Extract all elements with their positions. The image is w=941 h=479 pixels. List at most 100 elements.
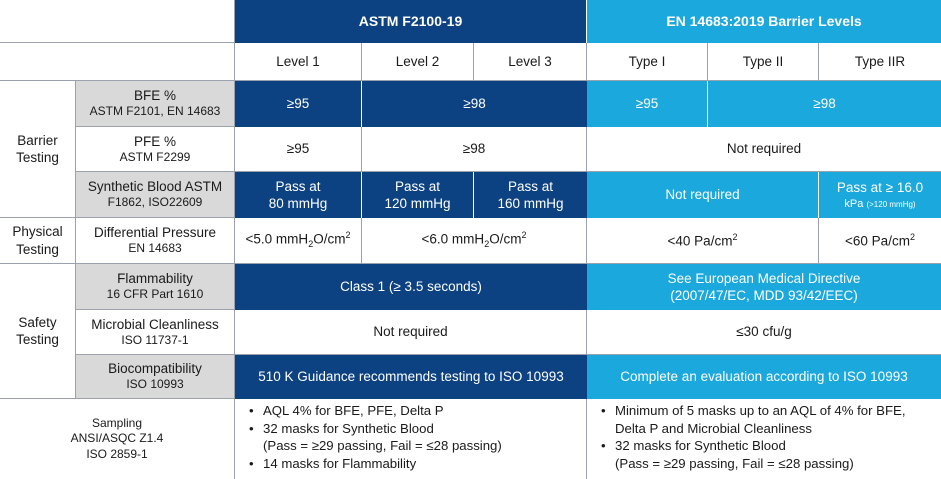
en-header: EN 14683:2019 Barrier Levels <box>587 0 941 43</box>
test-label-differential-pressure: Differential Pressure EN 14683 <box>76 218 235 264</box>
astm-header: ASTM F2100-19 <box>235 0 587 43</box>
sampling-label: Sampling ANSI/ASQC Z1.4 ISO 2859-1 <box>0 399 235 479</box>
value-text: <6.0 mmH <box>421 231 485 247</box>
test-standard: ASTM F2299 <box>119 149 191 164</box>
value-text: <60 Pa/cm <box>845 233 910 249</box>
pfe-level-2-3: ≥98 <box>362 127 587 172</box>
flammability-astm: Class 1 (≥ 3.5 seconds) <box>235 264 587 310</box>
bfe-level-1: ≥95 <box>235 81 362 127</box>
test-name: Synthetic Blood ASTM <box>87 179 223 195</box>
test-standard: F1862, ISO22609 <box>107 195 203 210</box>
list-item-text: 32 masks for Synthetic Blood <box>263 420 434 436</box>
value-line: <5.0 mmH2O/cm2 <box>246 230 351 251</box>
test-standard: ISO 10993 <box>126 377 184 392</box>
group-label-line: Barrier <box>17 132 58 148</box>
dp-type-1-2: <40 Pa/cm2 <box>587 218 819 264</box>
value-line: <60 Pa/cm2 <box>845 232 915 250</box>
dp-level-2-3: <6.0 mmH2O/cm2 <box>362 218 587 264</box>
group-physical-testing: Physical Testing <box>0 218 76 264</box>
group-label-line: Testing <box>16 332 59 347</box>
synthetic-type-2r: Pass at ≥ 16.0 kPa (>120 mmHg) <box>819 172 941 218</box>
sampling-en-list: Minimum of 5 masks up to an AQL of 4% fo… <box>593 402 906 472</box>
sampling-astm: AQL 4% for BFE, PFE, Delta P 32 masks fo… <box>235 399 587 479</box>
test-name: Flammability <box>117 271 193 287</box>
test-label-synthetic-blood: Synthetic Blood ASTM F1862, ISO22609 <box>76 172 235 218</box>
value-line: Pass at ≥ 16.0 <box>836 180 924 196</box>
superscript: 2 <box>345 230 351 241</box>
microbial-astm: Not required <box>235 310 587 355</box>
synthetic-level-2: Pass at 120 mmHg <box>362 172 474 218</box>
test-name: Biocompatibility <box>108 361 202 377</box>
list-item: 32 masks for Synthetic Blood (Pass = ≥29 … <box>249 420 502 455</box>
value-text: O/cm <box>489 231 522 247</box>
dp-level-1: <5.0 mmH2O/cm2 <box>235 218 362 264</box>
value-line: 160 mmHg <box>497 196 564 211</box>
group-label-line: Testing <box>16 241 59 257</box>
test-standard: EN 14683 <box>128 241 182 256</box>
test-label-bfe: BFE % ASTM F2101, EN 14683 <box>76 81 235 127</box>
type-1-header: Type I <box>587 43 708 81</box>
group-label-line: Physical <box>12 224 63 240</box>
list-item-continuation: (Pass = ≥29 passing, Fail = ≤28 passing) <box>615 455 854 471</box>
sampling-astm-list: AQL 4% for BFE, PFE, Delta P 32 masks fo… <box>241 402 502 472</box>
list-item: 32 masks for Synthetic Blood (Pass = ≥29 … <box>601 437 906 472</box>
bfe-type-2-2r: ≥98 <box>708 81 941 127</box>
value-line: <6.0 mmH2O/cm2 <box>422 230 527 251</box>
sampling-line: ISO 2859-1 <box>86 446 148 461</box>
value-unit: kPa <box>844 197 864 210</box>
synthetic-level-3: Pass at 160 mmHg <box>474 172 587 218</box>
list-item: Minimum of 5 masks up to an AQL of 4% fo… <box>601 402 906 437</box>
list-item: AQL 4% for BFE, PFE, Delta P <box>249 402 502 420</box>
superscript: 2 <box>732 231 738 242</box>
test-name: PFE % <box>133 133 176 149</box>
bfe-level-2-3: ≥98 <box>362 81 587 127</box>
value-line: Pass at <box>507 178 554 194</box>
sampling-en: Minimum of 5 masks up to an AQL of 4% fo… <box>587 399 941 479</box>
value-line: 80 mmHg <box>268 196 328 211</box>
value-line: Pass at <box>275 178 321 194</box>
test-name: Microbial Cleanliness <box>91 316 219 332</box>
group-label-line: Safety <box>18 314 57 330</box>
test-standard: ASTM F2101, EN 14683 <box>89 104 221 119</box>
list-item-text: Minimum of 5 masks up to an AQL of 4% fo… <box>615 403 906 418</box>
type-2-header: Type II <box>708 43 819 81</box>
test-name: BFE % <box>133 88 176 104</box>
value-text: <5.0 mmH <box>245 231 309 247</box>
list-item-continuation: Delta P and Microbial Cleanliness <box>615 420 812 436</box>
superscript: 2 <box>521 230 527 241</box>
pfe-en-all: Not required <box>587 127 941 172</box>
value-note: (>120 mmHg) <box>866 199 916 209</box>
value-line: (2007/47/EC, MDD 93/42/EEC) <box>670 288 858 303</box>
synthetic-type-1-2: Not required <box>587 172 819 218</box>
value-line: <40 Pa/cm2 <box>668 232 738 250</box>
list-item: 14 masks for Flammability <box>249 455 502 473</box>
superscript: 2 <box>909 231 915 242</box>
group-label-line: Testing <box>16 150 59 165</box>
dp-type-2r: <60 Pa/cm2 <box>819 218 941 264</box>
group-barrier-testing: Barrier Testing <box>0 81 76 218</box>
value-line: 120 mmHg <box>384 196 451 211</box>
biocompatibility-astm: 510 K Guidance recommends testing to ISO… <box>235 355 587 399</box>
subscript: 2 <box>484 239 490 250</box>
level-corner-cell <box>0 43 235 81</box>
test-label-biocompatibility: Biocompatibility ISO 10993 <box>76 355 235 399</box>
level-3-header: Level 3 <box>474 43 587 81</box>
subscript: 2 <box>308 239 314 250</box>
bfe-type-1: ≥95 <box>587 81 708 127</box>
level-2-header: Level 2 <box>362 43 474 81</box>
level-1-header: Level 1 <box>235 43 362 81</box>
value-text: O/cm <box>313 231 346 247</box>
list-item-continuation: (Pass = ≥29 passing, Fail = ≤28 passing) <box>263 438 502 453</box>
test-label-pfe: PFE % ASTM F2299 <box>76 127 235 172</box>
synthetic-level-1: Pass at 80 mmHg <box>235 172 362 218</box>
microbial-en: ≤30 cfu/g <box>587 310 941 355</box>
value-line: See European Medical Directive <box>667 270 861 286</box>
flammability-en: See European Medical Directive (2007/47/… <box>587 264 941 310</box>
list-item-text: 32 masks for Synthetic Blood <box>615 438 786 453</box>
type-2r-header: Type IIR <box>819 43 941 81</box>
sampling-line: Sampling <box>91 415 143 430</box>
value-unit-line: kPa (>120 mmHg) <box>844 197 915 211</box>
value-line: Pass at <box>394 178 441 194</box>
biocompatibility-en: Complete an evaluation according to ISO … <box>587 355 941 399</box>
test-name: Differential Pressure <box>93 225 217 241</box>
